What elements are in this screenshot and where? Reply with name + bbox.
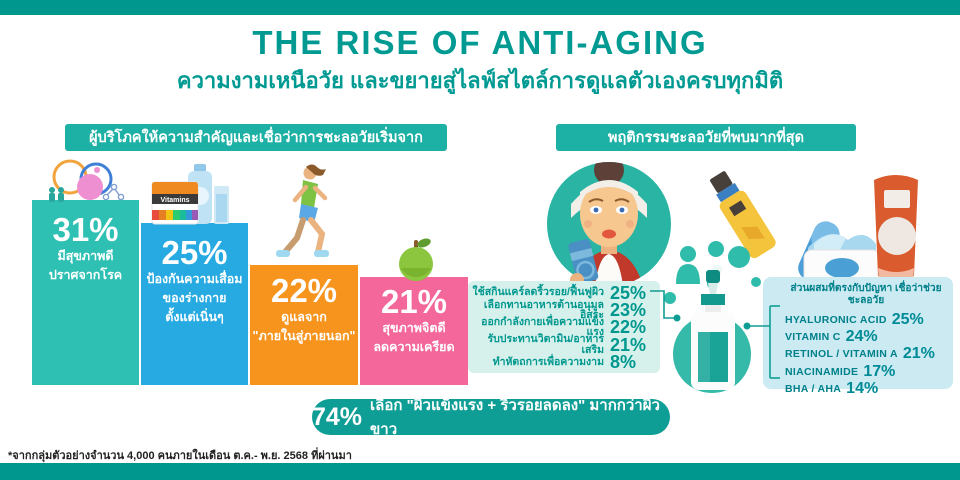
behavior-label: ทำหัตถการเพื่อความงาม [492, 356, 604, 368]
behavior-label: ใช้สกินแคร์ลดริ้วรอย/ฟื้นฟูผิว [472, 286, 604, 299]
behavior-label: ออกกำลังกายเพื่อความแข็งแรง [481, 315, 604, 339]
survey-footnote: *จากกลุ่มตัวอย่างจำนวน 4,000 คนภายในเดือ… [8, 450, 352, 462]
bar-value: 31% [52, 211, 119, 248]
behavior-row: รับประทานวิตามิน/อาหารเสริม 21% [472, 333, 654, 356]
ingredient-value: 24% [845, 328, 878, 346]
bar-label-line: ปราศจากโรค [48, 267, 123, 282]
bar-inside-out-care: 22% ดูแลจาก "ภายในสู่ภายนอก" [250, 265, 358, 385]
bar-label-line: ดูแลจาก [281, 310, 327, 324]
ingredient-row: BHA / AHA 14% [785, 380, 947, 397]
page-title: THE RISE OF ANTI-AGING [252, 24, 708, 61]
right-section-header: พฤติกรรมชะลอวัยที่พบมากที่สุด [556, 124, 856, 151]
behavior-list-panel: ใช้สกินแคร์ลดริ้วรอย/ฟื้นฟูผิว 25% เลือก… [468, 281, 660, 373]
behavior-value: 21% [610, 334, 647, 355]
behavior-row: เลือกทานอาหารต้านอนุมูลอิสระ 23% [472, 298, 654, 322]
bar-value: 25% [161, 234, 228, 271]
behavior-value: 25% [610, 282, 647, 303]
bar-value: 22% [270, 272, 338, 309]
serum-bottle-icon [664, 241, 761, 393]
behavior-row: ออกกำลังกายเพื่อความแข็งแรง 22% [472, 315, 654, 339]
behavior-value: 23% [610, 300, 647, 321]
ingredient-name: RETINOL / VITAMIN A [785, 348, 898, 361]
green-apple-icon [399, 238, 433, 281]
ingredient-row: NIACINAMIDE 17% [785, 363, 947, 380]
ingredient-value: 17% [863, 362, 896, 380]
ingredient-value: 25% [891, 311, 924, 329]
skincare-products-icon [710, 171, 918, 287]
ingredient-value: 21% [902, 345, 935, 363]
bar-value: 21% [380, 283, 448, 320]
vitamin-box-label: Vitamins [160, 197, 189, 204]
left-section-header: ผู้บริโภคให้ความสำคัญและเชื่อว่าการชะลอว… [65, 124, 447, 151]
bar-healthy: 31% มีสุขภาพดี ปราศจากโรค [32, 200, 139, 385]
bar-label-line: ป้องกันความเสื่อม [146, 272, 243, 286]
banner-percentage: 74% [312, 402, 363, 431]
woman-face-icon [547, 162, 671, 287]
ingredient-row: HYALURONIC ACID 25% [785, 311, 947, 328]
behavior-value: 8% [610, 352, 637, 373]
ingredients-title: ส่วนผสมที่ตรงกับปัญหา เชื่อว่าช่วยชะลอวั… [790, 283, 942, 307]
behavior-label: เลือกทานอาหารต้านอนุมูลอิสระ [483, 298, 604, 322]
running-woman-icon [276, 164, 329, 257]
conclusion-banner: 74% เลือก "ผิวแข็งแรง + ริ้วรอยลดลง" มาก… [312, 397, 670, 438]
ingredients-panel: ส่วนผสมที่ตรงกับปัญหา เชื่อว่าช่วยชะลอวั… [763, 277, 953, 397]
behavior-value: 22% [610, 317, 647, 338]
ingredient-name: HYALURONIC ACID [785, 314, 887, 327]
rings-fruit-molecule-icon [49, 159, 125, 202]
banner-text: เลือก "ผิวแข็งแรง + ริ้วรอยลดลง" มากกว่า… [370, 397, 660, 438]
ingredient-name: BHA / AHA [785, 382, 842, 395]
page-subtitle: ความงามเหนือวัย และขยายสู่ไลฟ์สไตล์การดู… [176, 68, 784, 93]
top-border-strip [0, 0, 960, 15]
person-head-icon [680, 246, 696, 262]
bar-label-line: ตั้งแต่เนิ่นๆ [165, 309, 224, 324]
ingredient-name: VITAMIN C [785, 331, 841, 344]
ingredient-value: 14% [846, 379, 879, 397]
ingredient-row: VITAMIN C 24% [785, 328, 947, 346]
bottom-border-strip [0, 463, 960, 480]
ingredient-name: NIACINAMIDE [785, 365, 859, 378]
vitamin-box-icon: Vitamins [151, 181, 199, 225]
behavior-row: ใช้สกินแคร์ลดริ้วรอย/ฟื้นฟูผิว 25% [472, 282, 654, 303]
bar-label-line: มีสุขภาพดี [57, 249, 114, 263]
bar-label-line: สุขภาพจิตดี [382, 321, 446, 335]
bar-mental-health: 21% สุขภาพจิตดี ลดความเครียด [360, 277, 468, 385]
yellow-tube-icon [710, 171, 776, 259]
bar-prevent-deterioration: 25% ป้องกันความเสื่อม ของร่างกาย ตั้งแต่… [141, 223, 248, 385]
ingredient-row: RETINOL / VITAMIN A 21% [785, 345, 947, 363]
bar-label-line: ของร่างกาย [162, 290, 227, 305]
bar-label-line: "ภายในสู่ภายนอก" [252, 328, 356, 343]
vitamins-water-icon: Vitamins [151, 164, 229, 225]
behavior-row: ทำหัตถการเพื่อความงาม 8% [472, 352, 654, 373]
bar-label-line: ลดความเครียด [373, 339, 455, 354]
behavior-label: รับประทานวิตามิน/อาหารเสริม [487, 333, 604, 356]
sunscreen-tube-icon [874, 175, 918, 283]
person-body-icon [676, 264, 700, 284]
held-product-icon [568, 239, 599, 284]
